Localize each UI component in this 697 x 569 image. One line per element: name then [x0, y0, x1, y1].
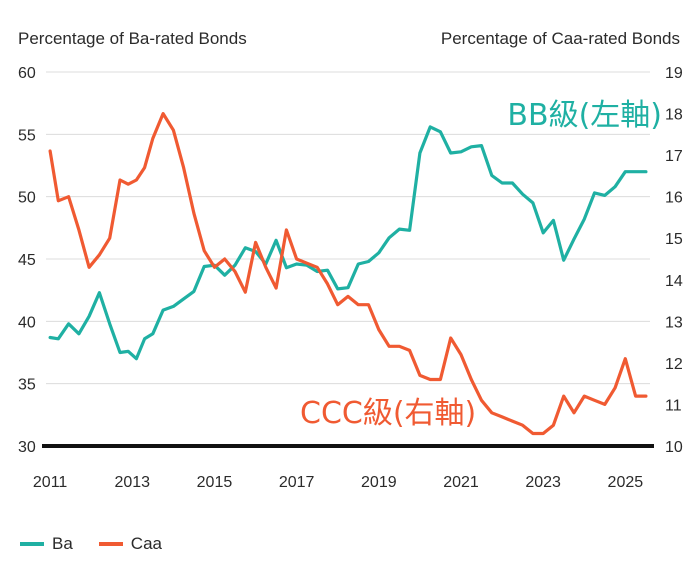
- x-tick-label: 2013: [114, 474, 150, 491]
- left-tick-label: 40: [18, 314, 36, 331]
- x-tick-label: 2023: [525, 474, 561, 491]
- left-tick-label: 50: [18, 190, 36, 207]
- right-tick-label: 15: [665, 231, 683, 248]
- right-tick-label: 13: [665, 314, 683, 331]
- right-axis-title: Percentage of Caa-rated Bonds: [441, 29, 680, 48]
- legend-swatch-caa: [98, 542, 123, 546]
- x-tick-label: 2011: [33, 474, 68, 491]
- right-tick-label: 12: [665, 356, 683, 373]
- right-tick-label: 11: [665, 397, 682, 414]
- legend-item-ba: Ba: [20, 534, 73, 554]
- right-y-axis-ticks: 10 11 12 13 14 15 16 17 18 19: [665, 65, 683, 456]
- series-line-ba: [48, 125, 648, 361]
- legend-item-caa: Caa: [98, 534, 162, 554]
- right-tick-label: 14: [665, 273, 683, 290]
- left-tick-label: 35: [18, 377, 36, 394]
- series-lines: [48, 111, 648, 436]
- x-tick-label: 2025: [608, 474, 644, 491]
- x-tick-label: 2021: [443, 474, 479, 491]
- right-tick-label: 18: [665, 107, 683, 124]
- right-tick-label: 16: [665, 190, 683, 207]
- legend-label-caa: Caa: [130, 534, 162, 553]
- series-line-caa: [48, 111, 648, 436]
- left-tick-label: 30: [18, 439, 36, 456]
- annotation-bb-left-axis: BB級(左軸): [507, 98, 662, 133]
- left-tick-label: 45: [18, 252, 36, 269]
- x-tick-label: 2017: [279, 474, 315, 491]
- right-tick-label: 17: [665, 148, 683, 165]
- legend-label-ba: Ba: [52, 534, 73, 553]
- left-axis-title: Percentage of Ba-rated Bonds: [18, 29, 247, 48]
- left-tick-label: 55: [18, 127, 36, 144]
- right-tick-label: 19: [665, 65, 683, 82]
- legend-swatch-ba: [20, 542, 44, 546]
- right-tick-label: 10: [665, 439, 683, 456]
- x-tick-label: 2015: [197, 474, 233, 491]
- left-y-axis-ticks: 30 35 40 45 50 55 60: [18, 65, 36, 456]
- grid-lines: [46, 71, 650, 385]
- x-tick-label: 2019: [361, 474, 397, 491]
- legend: Ba Caa: [20, 534, 188, 554]
- annotation-ccc-right-axis: CCC級(右軸): [300, 396, 476, 431]
- x-axis-ticks: 2011 2013 2015 2017 2019 2021 2023 2025: [33, 474, 643, 491]
- left-tick-label: 60: [18, 65, 36, 82]
